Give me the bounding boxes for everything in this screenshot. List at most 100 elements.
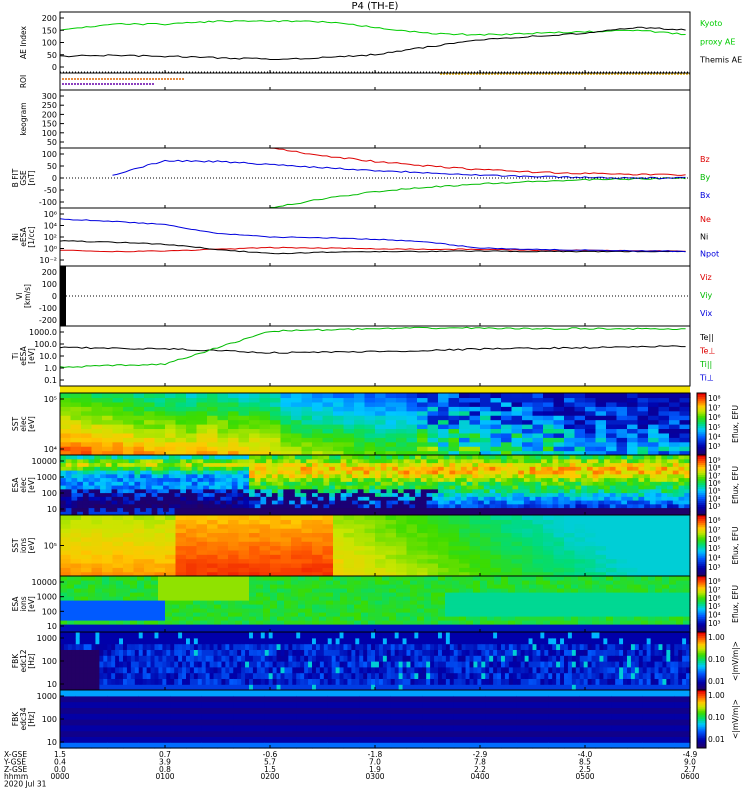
spectrogram-cell: [438, 503, 445, 509]
spectrogram-cell: [364, 428, 376, 434]
spectrogram-cell: [515, 628, 523, 633]
spectrogram-cell: [254, 466, 262, 471]
spectrogram-cell: [426, 503, 433, 509]
spectrogram-cell: [130, 612, 138, 617]
spectrogram-cell: [70, 401, 82, 407]
spectrogram-cell: [249, 554, 261, 560]
spectrogram-cell: [661, 496, 668, 501]
spectrogram-cell: [627, 410, 639, 416]
spectrogram-cell: [354, 397, 366, 403]
spectrogram-cell: [523, 462, 531, 467]
spectrogram-cell: [214, 612, 222, 617]
spectrogram-cell: [522, 592, 530, 597]
spectrogram-cell: [271, 511, 279, 516]
spectrogram-cell: [243, 473, 250, 479]
spectrogram-cell: [598, 500, 605, 505]
spectrogram-cell: [123, 608, 131, 613]
spectrogram-cell: [386, 500, 393, 505]
spectrogram-cell: [627, 616, 635, 621]
spectrogram-cell: [494, 624, 502, 629]
spectrogram-cell: [94, 458, 101, 464]
spectrogram-cell: [637, 419, 649, 425]
spectrogram-cell: [145, 507, 153, 512]
spectrogram-cell: [606, 580, 614, 585]
spectrogram-cell: [448, 558, 460, 564]
spectrogram-cell: [207, 401, 219, 407]
spectrogram-cell: [535, 473, 542, 479]
spectrogram-cell: [406, 562, 418, 568]
spectrogram-cell: [529, 576, 537, 581]
spectrogram-cell: [128, 455, 136, 460]
spectrogram-cell: [501, 576, 509, 581]
spectrogram-cell: [641, 620, 649, 625]
spectrogram-cell: [280, 562, 292, 568]
spectrogram-cell: [291, 545, 303, 551]
spectrogram-cell: [301, 428, 313, 434]
spectrogram-cell: [613, 596, 621, 601]
spectrogram-cell: [637, 528, 649, 534]
spectrogram-cell: [368, 600, 376, 605]
spectrogram-cell: [140, 503, 147, 509]
spectrogram-cell: [322, 554, 334, 560]
spectrogram-cell: [363, 511, 370, 516]
spectrogram-cell: [592, 628, 600, 633]
spectrogram-cell: [71, 473, 78, 479]
spectrogram-cell: [658, 558, 670, 564]
spectrogram-cell: [270, 437, 282, 443]
spectrogram-cell: [154, 446, 166, 452]
spectrogram-cell: [426, 492, 433, 497]
spectrogram-cell: [357, 458, 365, 464]
spectrogram-cell: [506, 507, 514, 512]
spectrogram-cell: [672, 511, 680, 516]
spectrogram-cell: [427, 545, 439, 551]
spectrogram-cell: [270, 532, 282, 538]
spectrogram-cell: [501, 528, 513, 534]
spectrogram-cell: [165, 415, 177, 421]
spectrogram-cell: [487, 604, 495, 609]
spectrogram-cell: [170, 672, 175, 679]
spectrogram-cell: [595, 437, 607, 443]
spectrogram-cell: [375, 492, 382, 497]
spectrogram-cell: [280, 567, 292, 573]
spectrogram-cell: [119, 684, 124, 691]
spectrogram-cell: [340, 576, 348, 581]
spectrogram-cell: [91, 528, 103, 534]
spectrogram-cell: [214, 616, 222, 621]
spectrogram-cell: [138, 678, 144, 685]
spectrogram-cell: [291, 608, 299, 613]
spectrogram-cell: [658, 532, 670, 538]
spectrogram-cell: [60, 545, 72, 551]
spectrogram-cell: [512, 466, 519, 471]
spectrogram-cell: [609, 507, 617, 512]
spectrogram-cell: [70, 432, 82, 438]
spectrogram-cell: [119, 637, 124, 645]
spectrogram-cell: [134, 672, 140, 679]
spectrogram-cell: [564, 458, 571, 464]
spectrogram-cell: [333, 608, 341, 613]
spectrogram-cell: [586, 481, 594, 486]
spectrogram-cell: [478, 477, 485, 482]
spectrogram-cell: [495, 496, 502, 501]
spectrogram-cell: [79, 661, 85, 668]
spectrogram-cell: [683, 620, 691, 625]
spectrogram-cell: [270, 424, 282, 430]
spectrogram-cell: [532, 515, 544, 520]
spectrogram-cell: [595, 424, 607, 430]
spectrogram-cell: [103, 655, 108, 662]
spectrogram-cell: [512, 496, 519, 501]
spectrogram-cell: [409, 455, 416, 460]
spectrogram-cell: [501, 558, 513, 564]
spectrogram-cell: [386, 511, 393, 516]
spectrogram-cell: [459, 410, 471, 416]
spectrogram-cell: [67, 678, 73, 685]
spectrogram-cell: [529, 477, 536, 482]
spectrogram-cell: [501, 432, 513, 438]
spectrogram-cell: [569, 458, 577, 464]
spectrogram-cell: [221, 580, 229, 585]
spectrogram-cell: [180, 485, 187, 490]
spectrogram-cell: [60, 532, 72, 538]
spectrogram-cell: [259, 571, 271, 577]
spectrogram-cell: [249, 397, 261, 403]
spectrogram-cell: [300, 458, 307, 464]
spectrogram-cell: [343, 424, 355, 430]
